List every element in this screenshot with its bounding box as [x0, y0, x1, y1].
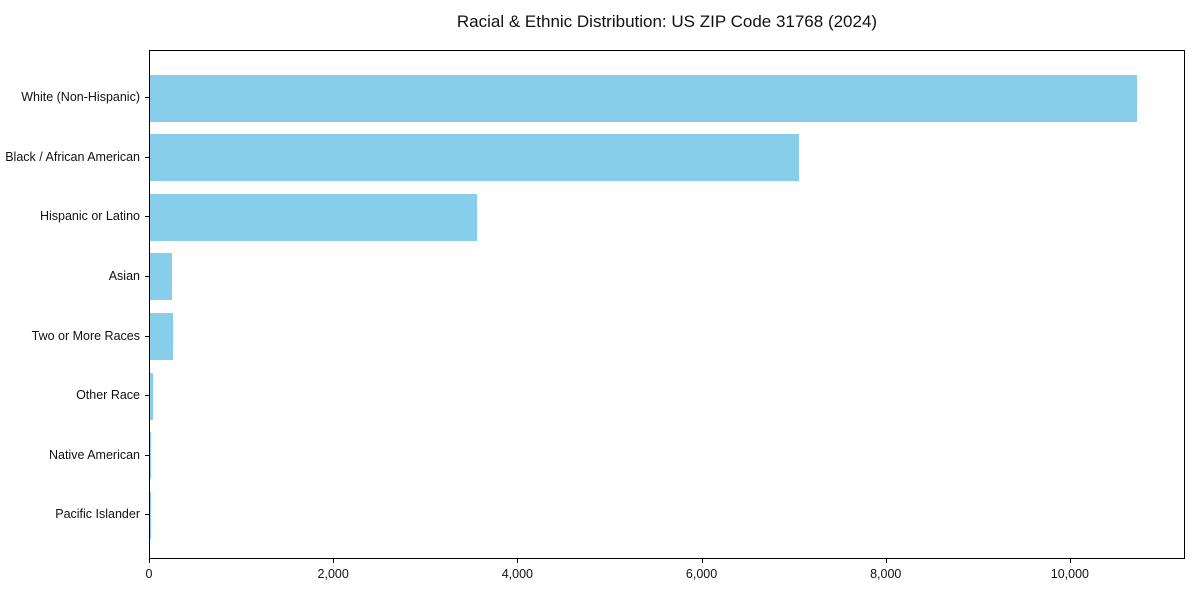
- x-tick-label-0: 0: [145, 567, 153, 581]
- x-tick-label-10000: 10,000: [1050, 567, 1089, 581]
- bar-hispanic-or-latino: [150, 193, 477, 241]
- y-tick-mark: [145, 454, 149, 456]
- x-tick-mark: [149, 559, 150, 563]
- x-tick-mark: [333, 559, 335, 563]
- x-tick-mark: [701, 559, 703, 563]
- x-tick-label-6000: 6,000: [685, 567, 718, 581]
- y-label-black-african-american: Black / African American: [5, 149, 140, 164]
- y-tick-mark: [145, 395, 149, 397]
- bar-asian: [150, 253, 173, 301]
- y-tick-mark: [145, 275, 149, 277]
- y-label-hispanic-or-latino: Hispanic or Latino: [39, 209, 140, 224]
- bar-black-african-american: [150, 134, 799, 182]
- y-tick-mark: [145, 514, 149, 516]
- plot-area: [149, 50, 1185, 559]
- x-tick-mark: [885, 559, 887, 563]
- y-label-two-or-more-races: Two or More Races: [31, 328, 140, 343]
- y-tick-mark: [145, 156, 149, 158]
- y-label-pacific-islander: Pacific Islander: [55, 507, 140, 522]
- bar-native-american: [150, 432, 151, 480]
- bar-white-non-hispanic: [150, 74, 1137, 122]
- bar-other-race: [150, 372, 153, 420]
- y-tick-mark: [145, 97, 149, 98]
- y-tick-mark: [145, 216, 149, 218]
- chart-title: Racial & Ethnic Distribution: US ZIP Cod…: [456, 12, 878, 31]
- y-label-native-american: Native American: [48, 447, 140, 462]
- x-tick-mark: [517, 559, 519, 563]
- x-tick-label-4000: 4,000: [501, 567, 533, 581]
- x-tick-label-2000: 2,000: [317, 567, 349, 581]
- y-label-white-non-hispanic: White (Non-Hispanic): [21, 90, 140, 104]
- x-tick-label-8000: 8,000: [870, 567, 902, 581]
- x-tick-mark: [1069, 559, 1071, 563]
- bar-two-or-more-races: [150, 313, 174, 360]
- y-tick-mark: [145, 335, 149, 337]
- y-label-asian: Asian: [108, 268, 140, 283]
- y-label-other-race: Other Race: [76, 388, 140, 403]
